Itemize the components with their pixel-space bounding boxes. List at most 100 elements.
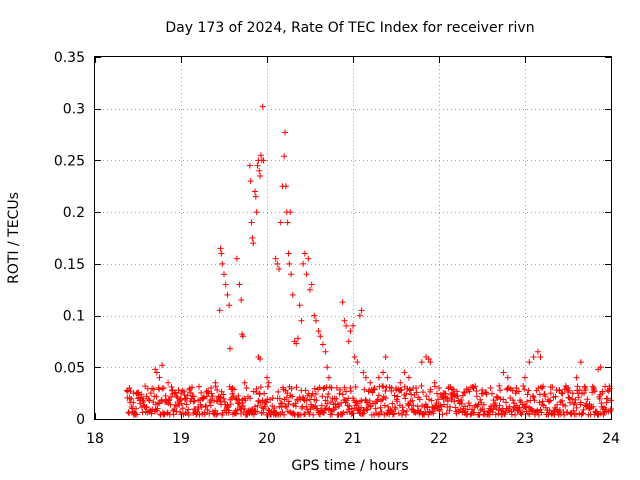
data-point [436,407,443,414]
x-tick-label: 20 [258,431,276,447]
data-point [252,193,259,200]
data-point [549,384,556,391]
data-point [575,394,582,401]
data-point [325,374,332,381]
data-point [318,402,325,409]
data-point [377,404,384,411]
data-point [382,388,389,395]
data-point [525,387,532,394]
data-point [402,411,409,418]
data-point [506,403,513,410]
data-point [180,388,187,395]
data-point [333,384,340,391]
data-point [339,299,346,306]
data-point [200,394,207,401]
data-point [313,397,320,404]
data-point [369,389,376,396]
x-tick-labels: 18 19 20 21 22 23 24 [86,431,620,447]
data-point [526,359,533,366]
data-point [165,379,172,386]
data-point [150,399,157,406]
data-point [450,386,457,393]
data-point [406,386,413,393]
data-point [191,397,198,404]
data-point [558,397,565,404]
data-point [566,395,573,402]
data-point [407,387,414,394]
data-point [190,409,197,416]
data-point [138,391,145,398]
data-point [391,392,398,399]
data-point [274,260,281,267]
data-point [238,297,245,304]
data-point [574,383,581,390]
data-point [380,383,387,390]
data-point [489,409,496,416]
data-point [521,386,528,393]
data-point [311,385,318,392]
y-tick-label: 0.2 [63,205,85,221]
data-point [423,403,430,410]
plot-frame [94,56,612,420]
data-point [320,410,327,417]
data-point [473,393,480,400]
data-point [479,387,485,394]
data-point [221,271,227,278]
data-point [251,188,258,195]
data-point [264,374,270,381]
data-point [561,411,568,418]
data-point [476,411,483,418]
data-point [519,409,526,416]
data-point [311,312,318,319]
data-point [581,383,588,390]
data-point [483,391,490,398]
data-point [329,411,336,418]
data-point [253,209,260,216]
data-point [247,395,254,402]
data-point [522,403,529,410]
data-point [324,364,331,371]
data-point [590,384,597,391]
data-point [169,387,176,394]
data-point [343,388,350,395]
data-point [256,391,263,398]
data-point [599,390,606,397]
data-point [437,402,444,409]
data-point [225,404,232,411]
data-point [259,103,266,110]
data-point [240,402,247,409]
data-point [363,406,370,413]
data-marks [123,103,614,418]
data-point [394,398,401,405]
data-point [257,152,264,159]
data-point [325,390,332,397]
data-point [458,397,465,404]
data-point [226,407,233,414]
data-point [203,393,210,400]
data-point [531,397,538,404]
data-point [183,401,190,408]
data-point [186,387,193,394]
data-point [360,410,367,417]
data-point [281,411,288,418]
data-point [222,281,229,288]
data-point [354,359,361,366]
data-point [319,393,326,400]
data-point [569,390,576,397]
data-point [265,379,272,386]
data-point [175,387,182,394]
data-point [307,286,313,293]
data-point [130,390,137,397]
data-point [364,399,371,406]
data-point [182,395,189,402]
data-point [434,390,441,397]
data-point [324,400,331,407]
data-point [466,402,473,409]
data-point [427,359,434,366]
data-point [436,406,443,413]
data-point [504,374,511,381]
data-point [382,353,389,360]
data-point [148,410,155,417]
data-point [347,384,354,391]
data-point [239,399,246,406]
